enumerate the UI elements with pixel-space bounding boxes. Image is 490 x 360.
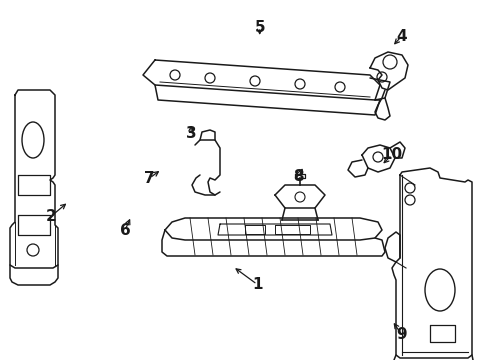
- Text: 4: 4: [396, 28, 407, 44]
- Text: 9: 9: [396, 327, 407, 342]
- Text: 3: 3: [186, 126, 196, 141]
- Text: 10: 10: [381, 147, 403, 162]
- Text: 2: 2: [46, 208, 57, 224]
- Text: 7: 7: [144, 171, 155, 186]
- Text: 5: 5: [254, 19, 265, 35]
- Text: 6: 6: [120, 223, 130, 238]
- Text: 8: 8: [294, 169, 304, 184]
- Text: 1: 1: [252, 277, 263, 292]
